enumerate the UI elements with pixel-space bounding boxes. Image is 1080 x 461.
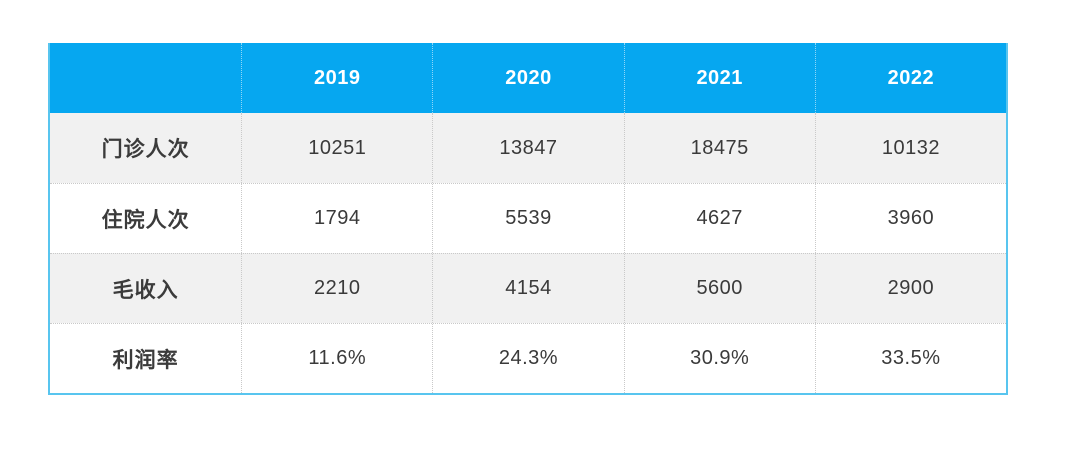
row-label-profit-margin: 利润率 <box>112 348 179 372</box>
table-cell: 4627 <box>623 184 815 253</box>
header-cell-2020: 2020 <box>432 43 623 113</box>
table-cell: 3960 <box>814 184 1006 253</box>
header-cell-2022: 2022 <box>814 43 1006 113</box>
row-label-gross-income: 毛收入 <box>112 278 179 302</box>
table-row-inpatient: 住院人次 1794 5539 4627 3960 <box>50 183 1006 253</box>
table-cell: 2900 <box>814 254 1006 323</box>
table-cell: 1794 <box>241 184 432 253</box>
table-cell: 10251 <box>241 113 432 183</box>
header-cell-blank <box>50 43 241 113</box>
row-label-outpatient: 门诊人次 <box>101 138 190 161</box>
table-row-outpatient: 门诊人次 10251 13847 18475 10132 <box>50 113 1006 183</box>
table-cell: 4154 <box>432 254 623 323</box>
table-row-profit-margin: 利润率 11.6% 24.3% 30.9% 33.5% <box>50 323 1006 393</box>
table-cell: 11.6% <box>241 324 432 393</box>
table-cell: 13847 <box>432 113 623 183</box>
table-cell: 33.5% <box>814 324 1006 393</box>
header-cell-2019: 2019 <box>241 43 432 113</box>
table-cell: 24.3% <box>432 324 623 393</box>
row-label-inpatient: 住院人次 <box>101 208 190 232</box>
table-cell: 2210 <box>241 254 432 323</box>
table-header-row: 2019 2020 2021 2022 <box>50 43 1006 113</box>
header-cell-2021: 2021 <box>623 43 815 113</box>
table-row-gross-income: 毛收入 2210 4154 5600 2900 <box>50 253 1006 323</box>
table-cell: 30.9% <box>623 324 815 393</box>
table-cell: 5539 <box>432 184 623 253</box>
table-cell: 10132 <box>814 113 1006 183</box>
table-cell: 18475 <box>623 113 815 183</box>
data-table: 2019 2020 2021 2022 门诊人次 10251 13847 184… <box>48 43 1008 395</box>
table-cell: 5600 <box>623 254 815 323</box>
